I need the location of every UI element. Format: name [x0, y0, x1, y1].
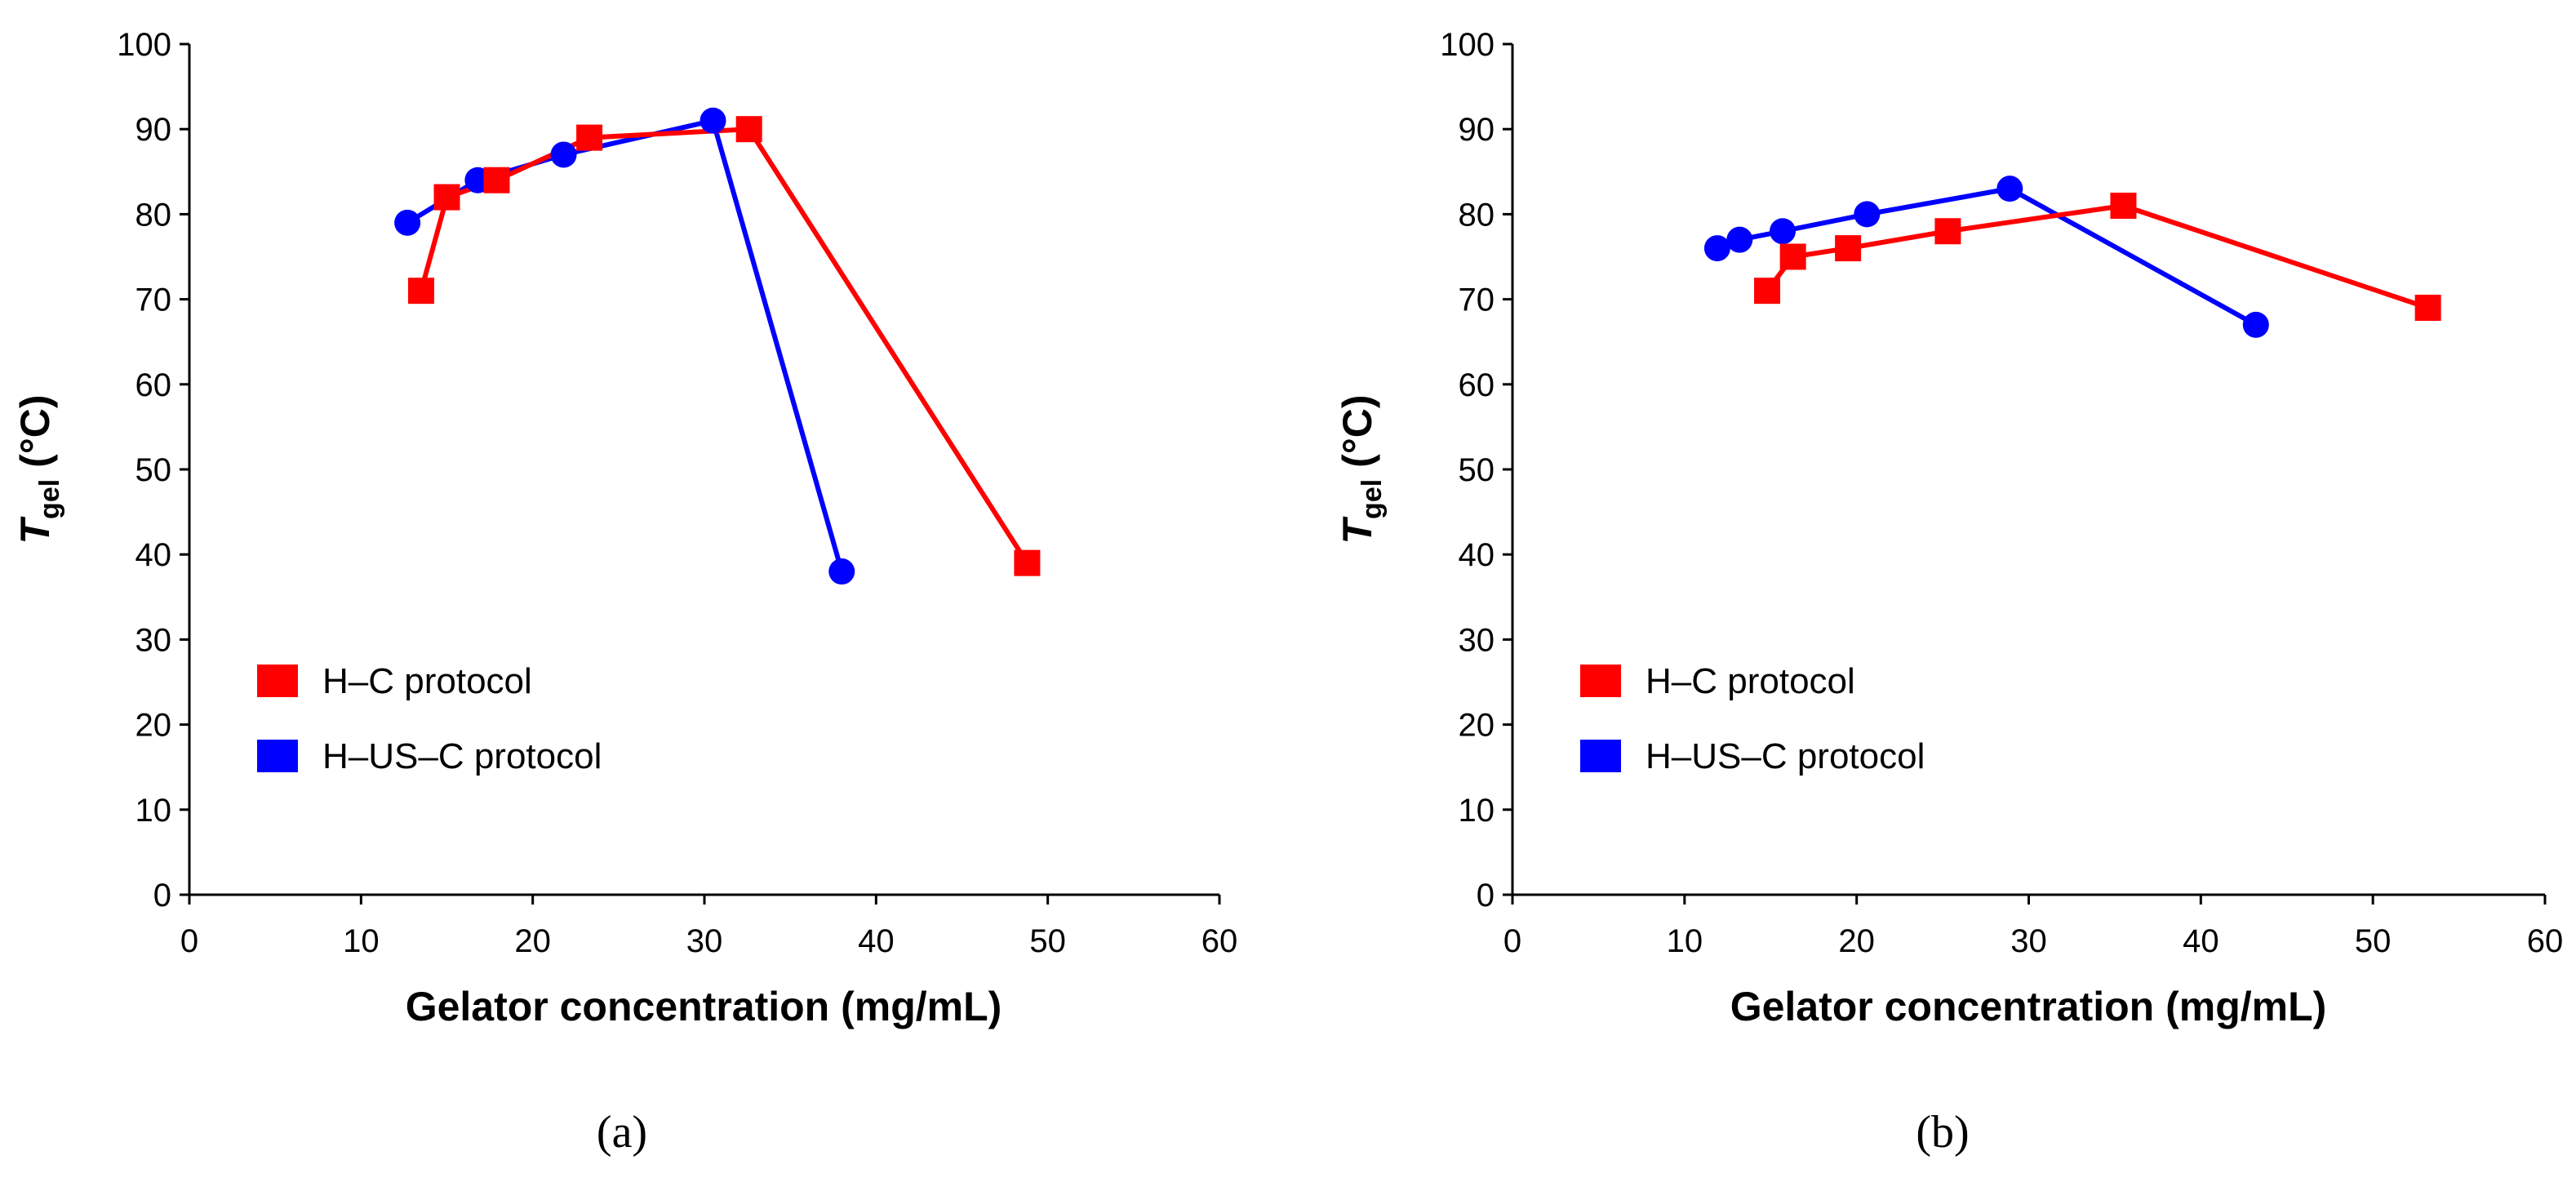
x-tick-label: 20: [514, 923, 551, 959]
series-line-h-c: [419, 127, 1029, 565]
data-point-h-c: [1779, 243, 1806, 270]
legend-label-h-c: H–C protocol: [1646, 661, 1855, 701]
y-tick-label: 30: [1459, 622, 1495, 658]
data-point-h-c: [1014, 549, 1041, 576]
x-tick-label: 20: [1838, 923, 1875, 959]
data-point-h-c: [1754, 278, 1781, 305]
y-tick-label: 70: [1459, 282, 1495, 318]
y-axis-label-symbol: T: [1335, 515, 1380, 544]
x-tick-label: 10: [343, 923, 380, 959]
y-tick-label: 100: [117, 27, 171, 63]
panel-b: 0 10 20 30 40 50 60 70 80 90 100 0 10 20 30 40 50 60 Gelat…: [1335, 27, 2563, 1158]
x-tick-label: 60: [2527, 923, 2564, 959]
data-point-h-c: [576, 124, 603, 151]
y-axis-label-symbol: T: [12, 515, 58, 544]
data-point-h-us-c: [1770, 218, 1797, 245]
y-tick-label: 90: [135, 112, 172, 148]
data-point-h-us-c: [828, 558, 855, 585]
y-tick-label: 80: [1459, 197, 1495, 233]
y-axis-label: Tgel (°C): [12, 395, 65, 545]
x-tick-label: 30: [2010, 923, 2047, 959]
panel-a: 0 10 20 30 40 50 60 70 80 90 100 0 10 20 30 40 50 60 Gelat…: [12, 27, 1237, 1158]
y-tick-label: 70: [135, 282, 172, 318]
x-tick-label: 0: [1503, 923, 1521, 959]
y-tick-label: 90: [1459, 112, 1495, 148]
y-tick-label: 60: [1459, 367, 1495, 403]
y-tick-label: 20: [135, 708, 172, 744]
data-point-h-c: [1934, 218, 1961, 245]
data-point-h-us-c: [2242, 311, 2269, 338]
y-tick-label: 40: [1459, 537, 1495, 573]
legend-swatch-h-c: [1580, 665, 1621, 697]
panel-caption: (a): [597, 1107, 647, 1158]
y-axis-label-subscript: gel: [1357, 479, 1388, 519]
x-tick-label: 40: [2183, 923, 2219, 959]
data-point-h-c: [2110, 192, 2137, 219]
y-tick-label: 10: [1459, 793, 1495, 829]
x-tick-label: 50: [1029, 923, 1066, 959]
y-tick-label: 60: [135, 367, 172, 403]
data-point-h-us-c: [1726, 226, 1753, 253]
data-point-h-us-c: [550, 141, 577, 168]
x-tick-label: 10: [1667, 923, 1703, 959]
data-point-h-us-c: [1703, 235, 1730, 262]
data-point-h-us-c: [1996, 176, 2023, 202]
legend-swatch-h-us-c: [257, 740, 298, 772]
y-axis-label: Tgel (°C): [1335, 395, 1388, 545]
y-tick-label: 30: [135, 622, 172, 658]
data-point-h-c: [483, 167, 510, 193]
y-tick-label: 50: [135, 452, 172, 488]
x-axis-label: Gelator concentration (mg/mL): [406, 984, 1002, 1029]
y-axis-label-unit: (°C): [12, 395, 58, 479]
x-tick-label: 30: [686, 923, 723, 959]
y-tick-label: 80: [135, 197, 172, 233]
y-tick-label: 20: [1459, 708, 1495, 744]
data-point-h-c: [407, 278, 434, 305]
y-axis-label-unit: (°C): [1335, 395, 1380, 479]
legend-label-h-c: H–C protocol: [322, 661, 532, 701]
legend-label-h-us-c: H–US–C protocol: [1646, 736, 1925, 776]
x-axis-label: Gelator concentration (mg/mL): [1730, 984, 2327, 1029]
x-tick-label: 0: [180, 923, 198, 959]
y-tick-label: 10: [135, 793, 172, 829]
y-tick-label: 0: [153, 878, 171, 914]
x-tick-label: 50: [2355, 923, 2392, 959]
data-point-h-c: [735, 116, 762, 143]
data-point-h-c: [433, 184, 460, 211]
y-tick-label: 50: [1459, 452, 1495, 488]
data-point-h-c: [1835, 235, 1862, 262]
panel-caption: (b): [1916, 1107, 1969, 1158]
y-tick-label: 0: [1477, 878, 1495, 914]
x-tick-label: 60: [1201, 923, 1238, 959]
x-tick-label: 40: [858, 923, 895, 959]
y-tick-label: 40: [135, 537, 172, 573]
data-point-h-c: [2414, 295, 2441, 322]
data-point-h-us-c: [394, 209, 421, 236]
legend-swatch-h-c: [257, 665, 298, 697]
data-point-h-us-c: [700, 107, 726, 134]
y-tick-label: 100: [1440, 27, 1495, 63]
data-point-h-us-c: [1854, 201, 1881, 228]
legend-label-h-us-c: H–US–C protocol: [322, 736, 602, 776]
y-axis-label-subscript: gel: [34, 479, 65, 519]
legend-swatch-h-us-c: [1580, 740, 1621, 772]
